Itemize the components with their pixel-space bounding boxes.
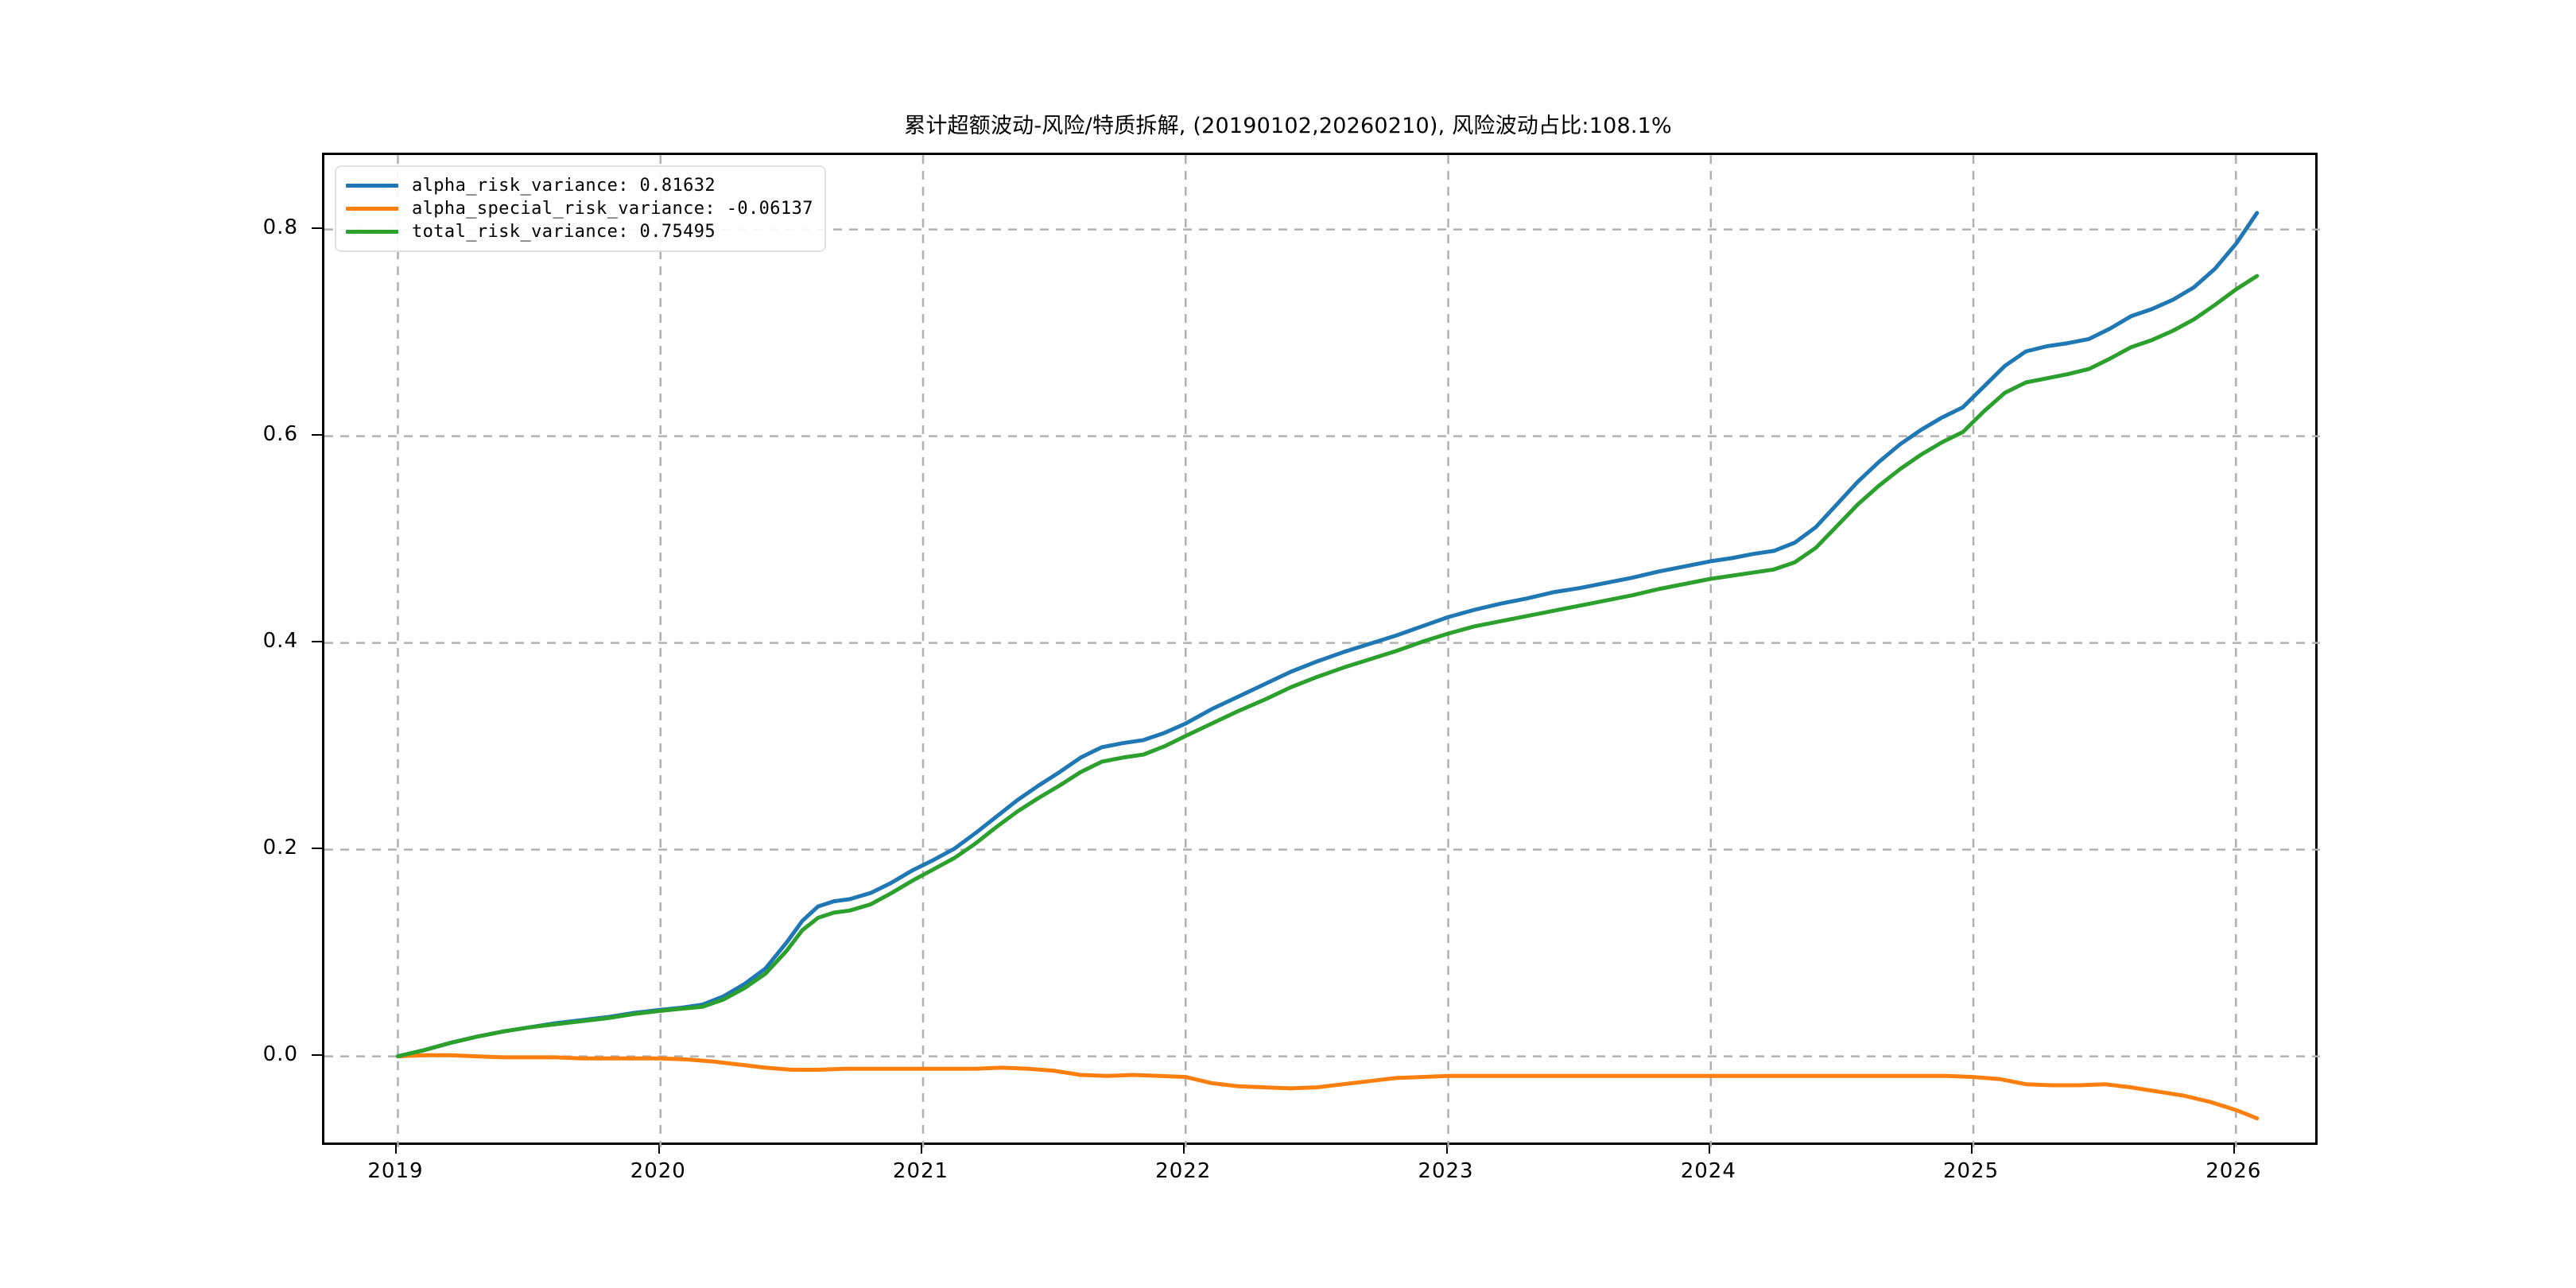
x-tick-mark <box>921 1143 922 1154</box>
x-tick-label: 2025 <box>1942 1159 2000 1183</box>
y-tick-label: 0.6 <box>262 421 298 446</box>
x-tick-label: 2021 <box>892 1159 949 1183</box>
legend-item-alpha_risk_variance[interactable]: alpha_risk_variance: 0.81632 <box>346 174 813 197</box>
y-axis-tick-labels: 0.0 0.2 0.4 0.6 0.8 <box>191 0 298 1288</box>
x-tick-label: 2020 <box>630 1159 686 1183</box>
y-tick-label: 0.4 <box>262 628 298 653</box>
legend-item-label: alpha_special_risk_variance: -0.06137 <box>412 199 813 219</box>
x-tick-mark <box>658 1143 660 1154</box>
legend-color-swatch <box>346 230 398 234</box>
y-tick-mark <box>312 1053 322 1056</box>
y-tick-mark <box>312 640 322 642</box>
x-tick-label: 2023 <box>1418 1159 1474 1183</box>
legend-color-swatch <box>346 207 398 211</box>
x-tick-mark <box>395 1143 398 1154</box>
x-tick-mark <box>1183 1143 1185 1154</box>
y-tick-mark <box>312 433 322 436</box>
y-tick-label: 0.8 <box>262 215 298 239</box>
legend-item-label: alpha_risk_variance: 0.81632 <box>412 176 716 196</box>
x-tick-label: 2024 <box>1680 1159 1736 1183</box>
x-tick-mark <box>1445 1143 1448 1154</box>
y-tick-label: 0.2 <box>262 835 298 859</box>
series-lines <box>395 211 2260 1121</box>
plot-svg <box>324 155 2320 1147</box>
legend-item-label: total_risk_variance: 0.75495 <box>412 222 716 242</box>
legend-item-alpha_special_risk_variance[interactable]: alpha_special_risk_variance: -0.06137 <box>346 197 813 220</box>
series-line-alpha_special_risk_variance <box>395 1053 2260 1121</box>
legend-box: alpha_risk_variance: 0.81632 alpha_specia… <box>335 165 826 252</box>
x-tick-label: 2022 <box>1155 1159 1212 1183</box>
y-tick-mark <box>312 847 322 849</box>
series-line-alpha_risk_variance <box>395 211 2260 1059</box>
legend-color-swatch <box>346 184 398 188</box>
y-tick-mark <box>312 227 322 229</box>
x-tick-label: 2026 <box>2206 1159 2262 1183</box>
plot-area <box>322 153 2320 1147</box>
legend-item-total_risk_variance[interactable]: total_risk_variance: 0.75495 <box>346 220 813 243</box>
x-tick-mark <box>2233 1143 2236 1154</box>
grid-lines <box>324 155 2320 1147</box>
chart-title: 累计超额波动-风险/特质拆解, (20190102,20260210), 风险波… <box>904 114 1672 138</box>
x-tick-mark <box>1708 1143 1710 1154</box>
x-tick-mark <box>1971 1143 1973 1154</box>
series-line-total_risk_variance <box>395 274 2260 1059</box>
y-tick-label: 0.0 <box>262 1042 298 1066</box>
x-tick-label: 2019 <box>367 1159 424 1183</box>
